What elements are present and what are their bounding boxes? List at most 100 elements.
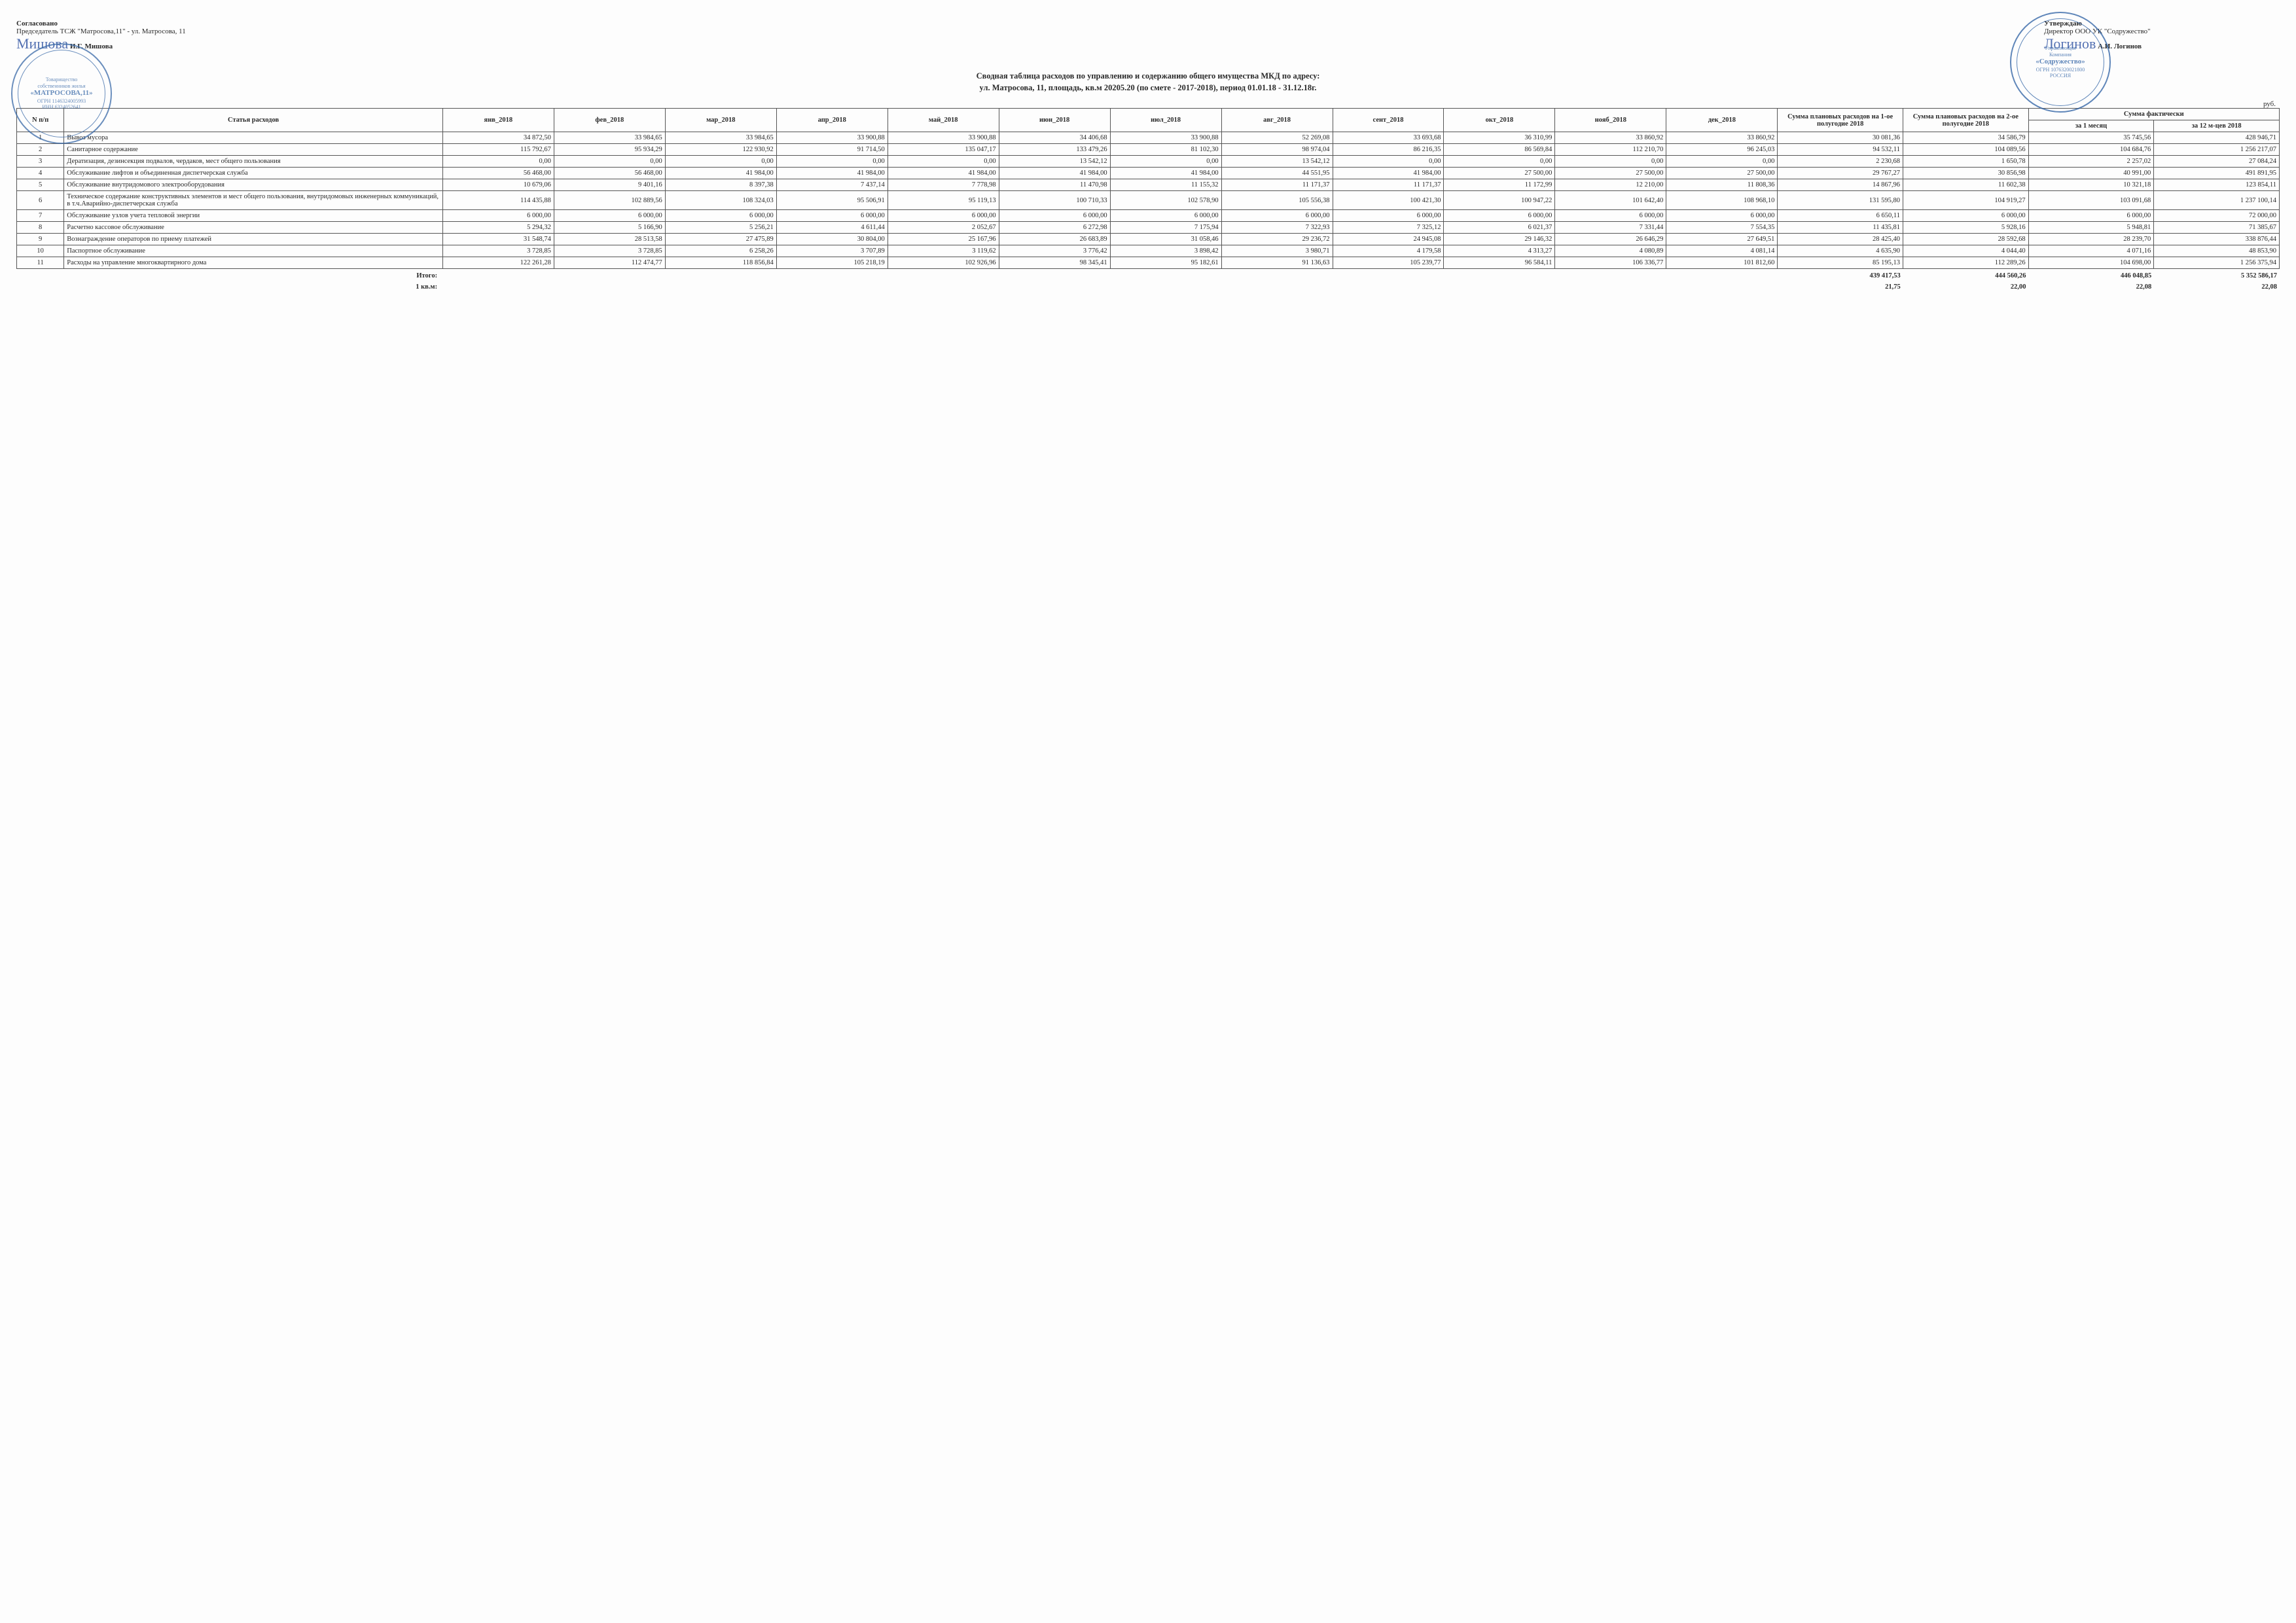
cell-value: 338 876,44 (2154, 234, 2280, 245)
row-name: Обслуживание узлов учета тепловой энерги… (64, 210, 443, 222)
cell-value: 95 934,29 (554, 144, 665, 156)
table-row: 6Техническое содержание конструктивных э… (17, 191, 2280, 210)
cell-value: 6 000,00 (1666, 210, 1778, 222)
cell-value: 135 047,17 (888, 144, 999, 156)
cell-value: 122 930,92 (665, 144, 776, 156)
cell-value: 4 080,89 (1555, 245, 1666, 257)
table-row: 5Обслуживание внутридомового электрообор… (17, 179, 2280, 191)
th-name: Статья расходов (64, 109, 443, 132)
cell-value: 105 218,19 (776, 257, 888, 269)
cell-value: 6 000,00 (1903, 210, 2028, 222)
cell-value: 28 425,40 (1778, 234, 1903, 245)
th-sum2: Сумма плановых расходов на 2-ое полугоди… (1903, 109, 2028, 132)
row-index: 11 (17, 257, 64, 269)
table-row: 9Вознаграждение операторов по приему пла… (17, 234, 2280, 245)
cell-value: 7 325,12 (1333, 222, 1444, 234)
th-m4: май_2018 (888, 109, 999, 132)
cell-value: 104 698,00 (2028, 257, 2154, 269)
cell-value: 0,00 (554, 156, 665, 168)
table-head: N п/п Статья расходов янв_2018 фев_2018 … (17, 109, 2280, 132)
th-m3: апр_2018 (776, 109, 888, 132)
cell-value: 100 710,33 (999, 191, 1110, 210)
cell-value: 30 804,00 (776, 234, 888, 245)
signature-left: Мишова (16, 35, 68, 52)
cell-value: 133 479,26 (999, 144, 1110, 156)
cell-value: 10 679,06 (442, 179, 554, 191)
row-index: 1 (17, 132, 64, 144)
cell-value: 4 179,58 (1333, 245, 1444, 257)
title-line-2: ул. Матросова, 11, площадь, кв.м 20205.2… (16, 82, 2280, 94)
cell-value: 13 542,12 (1221, 156, 1333, 168)
cell-value: 0,00 (1110, 156, 1221, 168)
row-index: 3 (17, 156, 64, 168)
cell-value: 33 900,88 (888, 132, 999, 144)
cell-value: 27 084,24 (2154, 156, 2280, 168)
cell-value: 7 331,44 (1555, 222, 1666, 234)
cell-value: 112 474,77 (554, 257, 665, 269)
cell-value: 491 891,95 (2154, 168, 2280, 179)
cell-value: 86 216,35 (1333, 144, 1444, 156)
cell-value: 40 991,00 (2028, 168, 2154, 179)
cell-value: 98 974,04 (1221, 144, 1333, 156)
cell-value: 48 853,90 (2154, 245, 2280, 257)
cell-value: 33 900,88 (1110, 132, 1221, 144)
cell-value: 105 556,38 (1221, 191, 1333, 210)
cell-value: 108 324,03 (665, 191, 776, 210)
cell-value: 11 172,99 (1444, 179, 1555, 191)
cell-value: 11 171,37 (1221, 179, 1333, 191)
row-name: Вывоз мусора (64, 132, 443, 144)
cell-value: 3 119,62 (888, 245, 999, 257)
cell-value: 115 792,67 (442, 144, 554, 156)
cell-value: 7 437,14 (776, 179, 888, 191)
cell-value: 114 435,88 (442, 191, 554, 210)
cell-value: 95 182,61 (1110, 257, 1221, 269)
totals-row-1: Итого: 439 417,53 444 560,26 446 048,85 … (16, 270, 2280, 281)
cell-value: 2 230,68 (1778, 156, 1903, 168)
cell-value: 7 778,98 (888, 179, 999, 191)
cell-value: 41 984,00 (888, 168, 999, 179)
cell-value: 33 860,92 (1666, 132, 1778, 144)
cell-value: 34 406,68 (999, 132, 1110, 144)
th-m11: дек_2018 (1666, 109, 1778, 132)
cell-value: 103 091,68 (2028, 191, 2154, 210)
tot2-0: 21,75 (1778, 281, 1903, 293)
th-m6: июл_2018 (1110, 109, 1221, 132)
cell-value: 102 889,56 (554, 191, 665, 210)
cell-value: 9 401,16 (554, 179, 665, 191)
row-name: Расходы на управление многоквартирного д… (64, 257, 443, 269)
cell-value: 6 258,26 (665, 245, 776, 257)
cell-value: 104 919,27 (1903, 191, 2028, 210)
cell-value: 30 856,98 (1903, 168, 2028, 179)
th-sum1: Сумма плановых расходов на 1-ое полугоди… (1778, 109, 1903, 132)
cell-value: 5 948,81 (2028, 222, 2154, 234)
cell-value: 94 532,11 (1778, 144, 1903, 156)
cell-value: 41 984,00 (665, 168, 776, 179)
cell-value: 3 728,85 (554, 245, 665, 257)
cell-value: 4 044,40 (1903, 245, 2028, 257)
cell-value: 108 968,10 (1666, 191, 1778, 210)
cell-value: 41 984,00 (1333, 168, 1444, 179)
doc-title: Сводная таблица расходов по управлению и… (16, 71, 2280, 94)
cell-value: 6 000,00 (1221, 210, 1333, 222)
approve-label: Утверждаю (2044, 20, 2280, 27)
tot1-2: 446 048,85 (2028, 270, 2154, 281)
stamp-r-2: «Содружество» (2036, 58, 2085, 66)
cell-value: 91 714,50 (776, 144, 888, 156)
cell-value: 6 272,98 (999, 222, 1110, 234)
tot2-1: 22,00 (1903, 281, 2029, 293)
cell-value: 6 000,00 (888, 210, 999, 222)
cell-value: 10 321,18 (2028, 179, 2154, 191)
cell-value: 30 081,36 (1778, 132, 1903, 144)
cell-value: 0,00 (1444, 156, 1555, 168)
row-index: 5 (17, 179, 64, 191)
cell-value: 28 513,58 (554, 234, 665, 245)
cell-value: 34 586,79 (1903, 132, 2028, 144)
row-index: 9 (17, 234, 64, 245)
th-idx: N п/п (17, 109, 64, 132)
cell-value: 0,00 (1555, 156, 1666, 168)
cell-value: 6 000,00 (1110, 210, 1221, 222)
cell-value: 98 345,41 (999, 257, 1110, 269)
cell-value: 4 081,14 (1666, 245, 1778, 257)
cell-value: 101 642,40 (1555, 191, 1666, 210)
row-index: 2 (17, 144, 64, 156)
